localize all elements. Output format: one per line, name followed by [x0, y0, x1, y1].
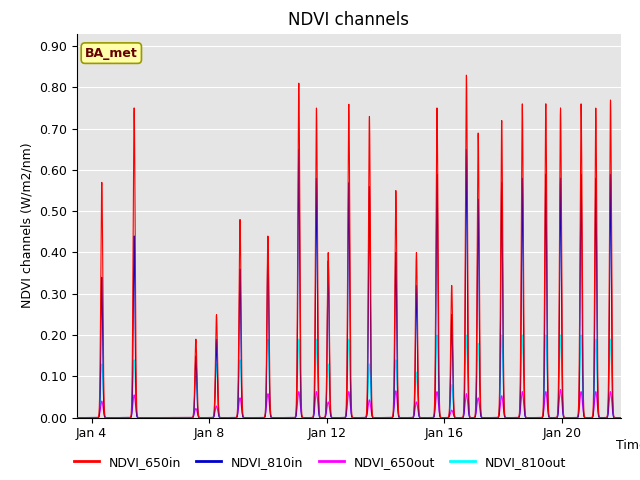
- Title: NDVI channels: NDVI channels: [288, 11, 410, 29]
- X-axis label: Time: Time: [616, 439, 640, 452]
- Y-axis label: NDVI channels (W/m2/nm): NDVI channels (W/m2/nm): [20, 143, 33, 309]
- Text: BA_met: BA_met: [85, 47, 138, 60]
- Legend: NDVI_650in, NDVI_810in, NDVI_650out, NDVI_810out: NDVI_650in, NDVI_810in, NDVI_650out, NDV…: [68, 451, 572, 474]
